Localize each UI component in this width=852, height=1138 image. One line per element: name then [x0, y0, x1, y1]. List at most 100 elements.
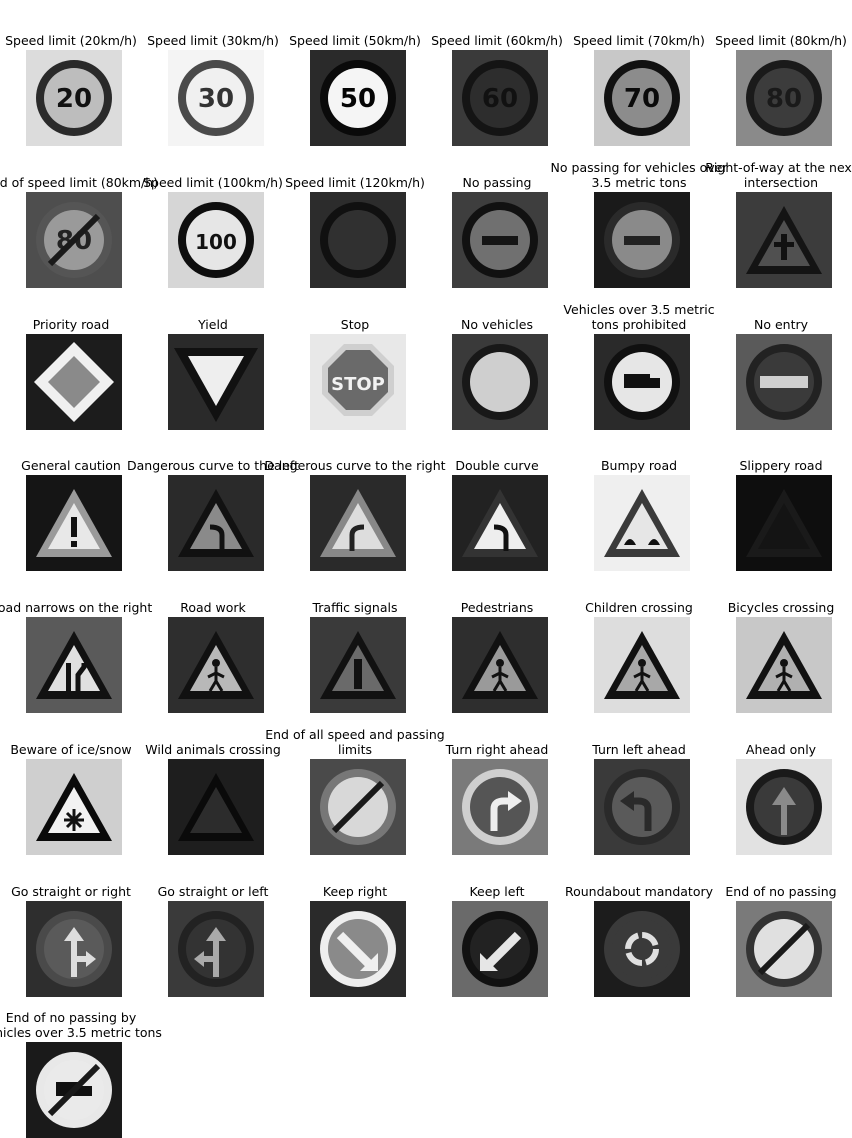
sign-title-text: Wild animals crossing — [145, 741, 281, 757]
sign-title-text: Road work — [180, 600, 246, 615]
sign-title-text: Ahead only — [745, 741, 817, 757]
sign-title-text: Priority road — [32, 316, 110, 332]
sign-title: End of speed limit (80km/h) — [0, 142, 162, 192]
sign-thumbnail — [594, 617, 690, 713]
sign-title-text: Vehicles over 3.5 metric tons prohibited — [563, 301, 715, 332]
sign-cell: Speed limit (50km/h) 50 — [284, 0, 426, 146]
sign-cell: Dangerous curve to the left — [127, 425, 299, 572]
sign-title-text: Yield — [198, 316, 228, 332]
sign-thumbnail — [26, 1042, 122, 1138]
sign-title: Dangerous curve to the left — [122, 425, 304, 475]
sign-thumbnail: 80 — [26, 191, 122, 288]
sign-title: Children crossing — [548, 567, 730, 617]
sign-thumbnail — [168, 900, 264, 997]
sign-cell: Dangerous curve to the right — [264, 425, 446, 572]
sign-thumbnail — [452, 617, 548, 713]
sign-cell: End of no passing — [710, 851, 852, 997]
sign-title-text: Road narrows on the right — [0, 600, 153, 615]
sign-title: Speed limit (30km/h) — [122, 0, 304, 50]
sign-cell: Pedestrians — [426, 567, 568, 713]
sign-thumbnail — [26, 758, 122, 855]
sign-cell: No vehicles — [426, 284, 568, 430]
sign-title: Pedestrians — [406, 567, 588, 617]
sign-title: Bumpy road — [548, 425, 730, 475]
svg-text:50: 50 — [340, 84, 376, 114]
sign-cell: Speed limit (120km/h) — [284, 142, 426, 288]
sign-cell: Priority road — [0, 284, 142, 430]
sign-title: Vehicles over 3.5 metric tons prohibited — [548, 284, 730, 334]
sign-title-text: Dangerous curve to the right — [264, 458, 446, 474]
sign-title: Roundabout mandatory — [548, 851, 730, 901]
sign-title-text: No passing — [462, 174, 532, 190]
sign-thumbnail — [168, 475, 264, 572]
sign-title: Go straight or left — [122, 851, 304, 901]
sign-cell: Right-of-way at the next intersection — [705, 142, 852, 288]
sign-cell: Slippery road — [710, 425, 852, 572]
sign-cell: Speed limit (20km/h) 20 — [0, 0, 142, 146]
sign-thumbnail — [594, 333, 690, 430]
sign-title: Priority road — [0, 284, 162, 334]
sign-title: End of all speed and passing limits — [264, 709, 446, 759]
sign-thumbnail — [736, 333, 832, 430]
sign-cell: Keep left — [426, 851, 568, 997]
sign-title-text: Keep right — [322, 883, 388, 899]
sign-thumbnail — [310, 191, 406, 288]
sign-title-text: Speed limit (100km/h) — [143, 174, 283, 190]
sign-title: Bicycles crossing — [690, 567, 852, 617]
svg-text:STOP: STOP — [331, 374, 385, 395]
sign-cell: Go straight or left — [142, 851, 284, 997]
sign-thumbnail — [26, 475, 122, 572]
sign-title-text: Beware of ice/snow — [10, 741, 132, 757]
sign-cell: Turn left ahead — [568, 709, 710, 855]
sign-title-text: End of no passing — [725, 883, 837, 899]
sign-cell: Speed limit (30km/h) 30 — [142, 0, 284, 146]
sign-cell: Beware of ice/snow — [0, 709, 142, 855]
sign-cell: End of no passing by vehicles over 3.5 m… — [0, 992, 162, 1138]
sign-title: No passing for vehicles over 3.5 metric … — [548, 142, 730, 192]
sign-thumbnail — [310, 758, 406, 855]
sign-thumbnail — [168, 617, 264, 713]
sign-cell: No passing — [426, 142, 568, 288]
sign-cell: Bicycles crossing — [710, 567, 852, 713]
sign-title: Road narrows on the right — [0, 567, 162, 617]
sign-cell: Turn right ahead — [426, 709, 568, 855]
sign-title: Traffic signals — [264, 567, 446, 617]
sign-title: Speed limit (100km/h) — [122, 142, 304, 192]
sign-cell: Speed limit (60km/h) 60 — [426, 0, 568, 146]
sign-title-text: Bumpy road — [600, 458, 678, 474]
sign-cell: General caution — [0, 425, 142, 572]
sign-title: Yield — [122, 284, 304, 334]
sign-thumbnail: 70 — [594, 50, 690, 146]
sign-title: No entry — [690, 284, 852, 334]
sign-title: Go straight or right — [0, 851, 162, 901]
sign-title-text: Speed limit (60km/h) — [431, 33, 563, 48]
sign-title-text: Traffic signals — [312, 600, 398, 615]
sign-title-text: End of all speed and passing limits — [265, 726, 445, 757]
sign-title: Speed limit (120km/h) — [264, 142, 446, 192]
sign-title: No vehicles — [406, 284, 588, 334]
svg-text:60: 60 — [482, 84, 518, 114]
sign-title-text: Speed limit (20km/h) — [5, 33, 137, 48]
sign-thumbnail — [736, 475, 832, 572]
sign-title-text: No vehicles — [460, 316, 533, 332]
sign-title: Turn left ahead — [548, 709, 730, 759]
sign-title: General caution — [0, 425, 162, 475]
sign-title: Stop — [264, 284, 446, 334]
sign-cell: Go straight or right — [0, 851, 142, 997]
sign-title-text: Speed limit (30km/h) — [147, 33, 279, 48]
sign-title-text: Right-of-way at the next intersection — [705, 159, 852, 190]
sign-thumbnail: 60 — [452, 50, 548, 146]
sign-thumbnail: 100 — [168, 191, 264, 288]
sign-title: Keep left — [406, 851, 588, 901]
sign-cell: Bumpy road — [568, 425, 710, 572]
svg-text:30: 30 — [198, 84, 234, 114]
sign-title-text: Speed limit (80km/h) — [715, 33, 847, 48]
sign-thumbnail — [168, 758, 264, 855]
sign-cell: Stop STOP — [284, 284, 426, 430]
sign-title: No passing — [406, 142, 588, 192]
sign-thumbnail — [594, 900, 690, 997]
sign-title: Ahead only — [690, 709, 852, 759]
sign-title: Keep right — [264, 851, 446, 901]
sign-thumbnail — [594, 191, 690, 288]
sign-thumbnail — [452, 191, 548, 288]
